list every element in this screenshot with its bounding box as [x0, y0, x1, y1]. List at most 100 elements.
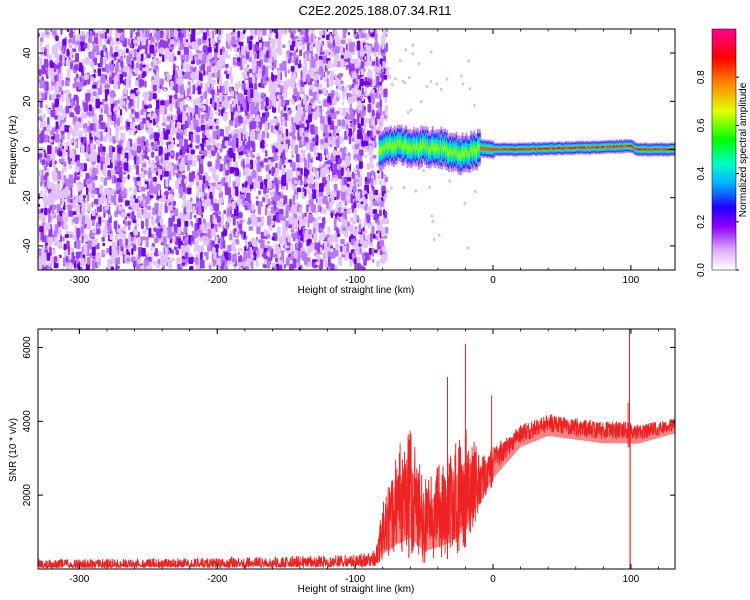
heatmap-cell — [333, 232, 337, 241]
heatmap-cell — [342, 101, 345, 106]
heatmap-cell — [374, 117, 378, 126]
heatmap-cell — [197, 206, 202, 216]
heatmap-cell — [370, 170, 375, 175]
heatmap-cell — [57, 73, 60, 82]
heatmap-cell — [223, 210, 227, 215]
heatmap-cell — [284, 220, 289, 229]
heatmap-cell — [348, 84, 352, 91]
heatmap-cell — [53, 256, 58, 263]
heatmap-cell — [340, 39, 346, 45]
heatmap-cell — [80, 68, 83, 73]
heatmap-cell — [92, 182, 95, 189]
heatmap-cell — [114, 134, 119, 142]
heatmap-cell — [123, 250, 127, 255]
heatmap-cell — [233, 161, 238, 168]
heatmap-cell — [199, 259, 205, 269]
heatmap-cell — [341, 119, 346, 127]
heatmap-cell — [143, 170, 148, 175]
heatmap-cell — [79, 182, 82, 187]
heatmap-cell — [111, 53, 115, 58]
heatmap-cell — [325, 154, 329, 159]
heatmap-cell — [334, 213, 338, 218]
heatmap-cell — [204, 150, 208, 157]
heatmap-cell — [293, 218, 298, 228]
heatmap-cell — [238, 150, 244, 156]
heatmap-cell — [46, 108, 52, 114]
heatmap-cell — [41, 92, 46, 99]
heatmap-cell — [108, 214, 111, 218]
heatmap-cell — [179, 69, 183, 79]
heatmap-cell — [86, 179, 90, 185]
heatmap-cell — [72, 235, 77, 240]
heatmap-cell — [233, 98, 237, 104]
heatmap-cell — [117, 210, 121, 215]
heatmap-cell — [267, 198, 271, 206]
heatmap-cell — [368, 70, 373, 76]
heatmap-cell — [344, 212, 348, 222]
heatmap-cell — [295, 231, 298, 241]
heatmap-cell — [193, 99, 197, 107]
heatmap-cell — [384, 176, 389, 183]
heatmap-cell — [300, 123, 305, 128]
heatmap-cell — [105, 127, 108, 133]
heatmap-cell — [214, 29, 217, 35]
heatmap-cell — [213, 131, 217, 139]
heatmap-cell — [127, 38, 131, 46]
heatmap-cell — [165, 229, 168, 238]
heatmap-cell — [67, 140, 70, 146]
heatmap-cell — [119, 73, 124, 84]
heatmap-cell — [105, 83, 110, 89]
heatmap-cell — [63, 117, 67, 123]
heatmap-cell — [208, 167, 213, 172]
heatmap-cell — [271, 74, 275, 82]
heatmap-cell — [138, 61, 142, 65]
heatmap-cell — [48, 262, 51, 267]
heatmap-cell — [140, 200, 144, 207]
heatmap-cell — [263, 228, 267, 237]
heatmap-cell — [127, 72, 132, 79]
heatmap-cell — [147, 211, 152, 219]
heatmap-cell — [105, 153, 110, 163]
heatmap-cell — [100, 74, 106, 84]
heatmap-cell — [38, 215, 43, 220]
heatmap-cell — [260, 181, 264, 190]
heatmap-cell — [63, 257, 66, 267]
heatmap-cell — [179, 88, 185, 95]
heatmap-cell — [310, 143, 314, 152]
heatmap-cell — [97, 262, 100, 269]
heatmap-cell — [353, 46, 357, 51]
heatmap-cell — [270, 206, 275, 214]
heatmap-cell — [283, 89, 288, 98]
heatmap-cell — [363, 140, 368, 147]
heatmap-cell — [361, 97, 364, 102]
heatmap-cell — [47, 69, 51, 76]
heatmap-cell — [79, 163, 85, 171]
heatmap-cell — [122, 148, 127, 152]
heatmap-cell — [88, 112, 92, 118]
heatmap-cell — [140, 220, 145, 229]
heatmap-cell — [163, 34, 166, 41]
heatmap-cell — [274, 48, 277, 53]
heatmap-cell — [240, 186, 245, 193]
heatmap-cell — [243, 120, 247, 127]
heatmap-cell — [104, 89, 110, 95]
heatmap-cell — [235, 177, 241, 188]
heatmap-cell — [155, 31, 161, 40]
heatmap-cell — [48, 227, 53, 237]
heatmap-cell — [163, 29, 168, 36]
heatmap-cell — [67, 69, 71, 79]
heatmap-cell — [277, 84, 281, 88]
heatmap-cell — [85, 146, 90, 152]
heatmap-cell — [276, 139, 281, 149]
heatmap-cell — [100, 151, 106, 156]
heatmap-cell — [256, 156, 261, 160]
heatmap-cell — [69, 150, 73, 159]
heatmap-cell — [217, 142, 221, 146]
heatmap-cell — [355, 67, 359, 74]
heatmap-cell — [219, 82, 223, 86]
heatmap-cell — [77, 81, 82, 90]
heatmap-cell — [138, 196, 144, 201]
heatmap-cell — [383, 74, 388, 80]
heatmap-cell — [373, 249, 378, 253]
heatmap-cell — [243, 200, 247, 206]
